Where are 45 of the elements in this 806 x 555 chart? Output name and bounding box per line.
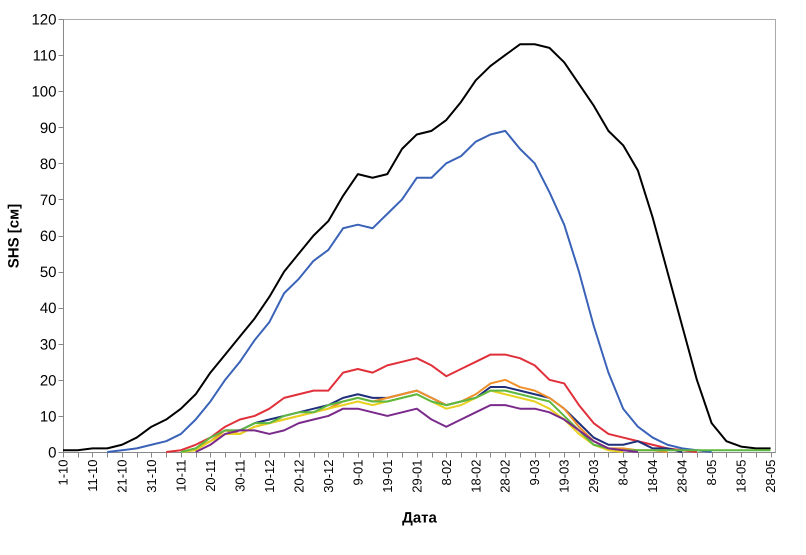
x-tick-label: 29-03 [586, 460, 602, 493]
x-tick-label: 28-04 [674, 460, 690, 493]
x-tick-label: 8-02 [438, 460, 454, 486]
y-axis-title: SHS [см] [5, 204, 22, 268]
x-tick-label: 31-10 [144, 460, 159, 493]
x-tick-label: 18-02 [468, 460, 484, 493]
y-tick-label: 120 [31, 12, 56, 28]
x-tick-label: 28-02 [498, 460, 513, 493]
y-tick-label: 20 [40, 372, 56, 390]
x-tick-label: 18-05 [734, 460, 749, 493]
x-axis-title: Дата [402, 510, 438, 527]
x-tick-label: 20-11 [202, 460, 218, 492]
y-tick-label: 30 [40, 336, 56, 354]
x-tick-label: 8-05 [704, 460, 720, 486]
x-tick-label: 9-03 [527, 460, 542, 486]
x-tick-label: 10-12 [262, 460, 277, 493]
y-tick-label: 70 [40, 192, 56, 209]
x-tick-label: 19-01 [380, 460, 395, 493]
x-tick-label: 28-05 [763, 460, 778, 493]
x-tick-label: 11-10 [84, 460, 100, 492]
x-tick-label: 9-01 [350, 460, 366, 486]
x-tick-label: 30-11 [232, 460, 248, 492]
y-tick-label: 110 [32, 48, 56, 65]
y-tick-label: 90 [40, 120, 56, 137]
line-series [62, 43, 772, 452]
line-series [106, 130, 713, 453]
x-tick-label: 21-10 [114, 460, 130, 493]
line-series [165, 354, 698, 453]
x-tick-label: 18-04 [645, 460, 660, 493]
x-tick-label: 30-12 [320, 460, 336, 493]
y-tick-label: 0 [48, 444, 56, 462]
y-tick-label: 50 [40, 264, 56, 282]
y-tick-label: 40 [40, 300, 56, 318]
y-tick-label: 100 [31, 84, 56, 101]
line-series [180, 390, 772, 453]
line-series [194, 404, 639, 453]
x-tick-label: 20-12 [291, 460, 306, 493]
y-tick-label: 80 [40, 156, 56, 173]
x-tick-label: 29-01 [409, 460, 424, 493]
x-tick-label: 1-10 [56, 460, 70, 486]
x-tick-label: 10-11 [173, 460, 188, 492]
y-tick-label: 60 [40, 228, 56, 245]
y-tick-label: 10 [40, 408, 56, 426]
x-tick-label: 8-04 [616, 460, 631, 486]
x-tick-label: 19-03 [556, 460, 572, 493]
